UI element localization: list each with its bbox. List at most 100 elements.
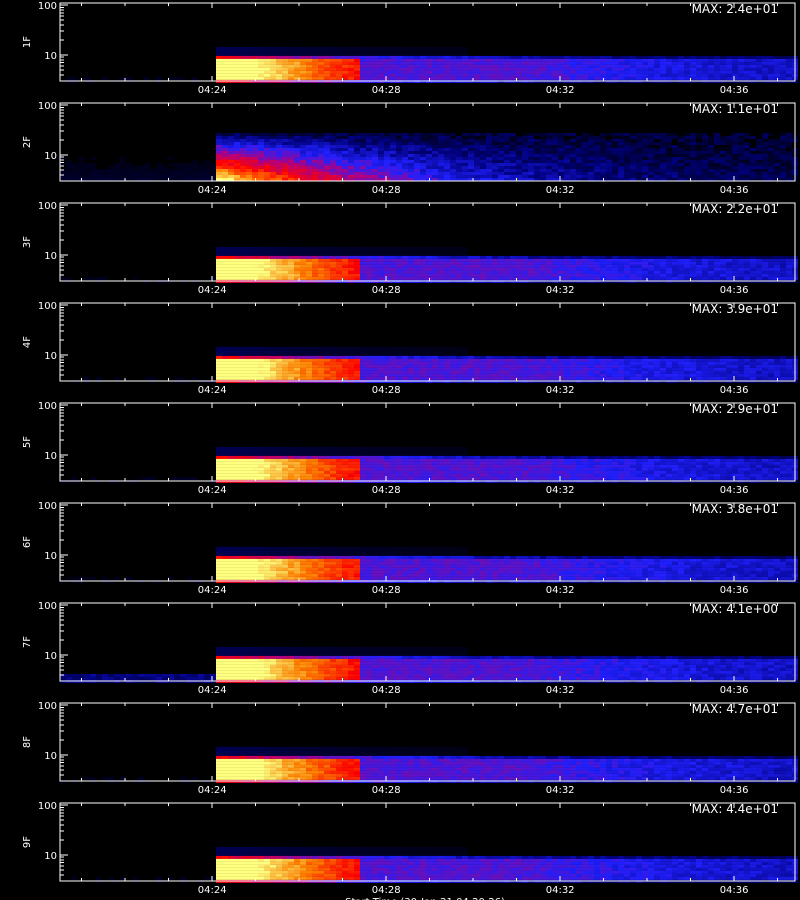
heatmap-cell — [498, 142, 504, 145]
heatmap-cell — [318, 252, 324, 256]
heatmap-cell — [360, 264, 366, 268]
heatmap-cell — [282, 73, 288, 77]
heatmap-cell — [636, 364, 642, 368]
heatmap-cell — [768, 151, 774, 154]
heatmap-cell — [684, 273, 690, 277]
heatmap-cell — [558, 145, 564, 148]
heatmap-cell — [486, 175, 492, 178]
heatmap-cell — [702, 258, 708, 262]
heatmap-cell — [468, 139, 474, 142]
heatmap-cell — [786, 373, 792, 377]
heatmap-cell — [270, 148, 276, 151]
heatmap-cell — [630, 154, 636, 157]
heatmap-cell — [342, 376, 348, 380]
heatmap-cell — [540, 67, 546, 71]
heatmap-cell — [456, 64, 462, 68]
heatmap-cell — [384, 246, 390, 250]
heatmap-cell — [768, 270, 774, 274]
heatmap-cell — [84, 276, 90, 280]
heatmap-cell — [156, 163, 162, 166]
heatmap-cell — [612, 255, 618, 259]
heatmap-cell — [456, 264, 462, 268]
heatmap-cell — [324, 361, 330, 365]
heatmap-cell — [510, 160, 516, 163]
heatmap-cell — [258, 67, 264, 71]
heatmap-cell — [396, 157, 402, 160]
heatmap-cell — [786, 139, 792, 142]
heatmap-cell — [372, 246, 378, 250]
heatmap-cell — [702, 154, 708, 157]
heatmap-cell — [264, 373, 270, 377]
heatmap-cell — [90, 166, 96, 169]
heatmap-cell — [270, 133, 276, 136]
heatmap-cell — [228, 166, 234, 169]
heatmap-cell — [276, 172, 282, 175]
heatmap-cell — [342, 169, 348, 172]
heatmap-cell — [300, 246, 306, 250]
heatmap-cell — [348, 157, 354, 160]
heatmap-cell — [528, 76, 534, 80]
heatmap-cell — [612, 139, 618, 142]
heatmap-cell — [570, 76, 576, 80]
heatmap-cell — [354, 352, 360, 356]
heatmap-cell — [306, 258, 312, 262]
heatmap-cell — [558, 163, 564, 166]
heatmap-cell — [618, 157, 624, 160]
heatmap-cell — [390, 145, 396, 148]
heatmap-cell — [450, 49, 456, 53]
heatmap-cell — [258, 273, 264, 277]
heatmap-cell — [216, 446, 222, 450]
heatmap-cell — [618, 373, 624, 377]
heatmap-cell — [534, 151, 540, 154]
heatmap-cell — [504, 175, 510, 178]
heatmap-cell — [714, 169, 720, 172]
heatmap-cell — [240, 175, 246, 178]
heatmap-cell — [408, 61, 414, 65]
heatmap-cell — [552, 255, 558, 259]
heatmap-cell — [402, 46, 408, 50]
heatmap-cell — [342, 133, 348, 136]
heatmap-cell — [366, 346, 372, 350]
heatmap-cell — [60, 172, 66, 175]
heatmap-cell — [642, 169, 648, 172]
heatmap-cell — [708, 163, 714, 166]
heatmap-cell — [318, 67, 324, 71]
heatmap-cell — [270, 252, 276, 256]
heatmap-cell — [612, 261, 618, 265]
heatmap-cell — [720, 139, 726, 142]
heatmap-cell — [360, 267, 366, 271]
heatmap-cell — [504, 160, 510, 163]
heatmap-cell — [252, 178, 258, 181]
heatmap-cell — [744, 142, 750, 145]
heatmap-cell — [786, 145, 792, 148]
heatmap-cell — [90, 172, 96, 175]
heatmap-cell — [738, 355, 744, 359]
heatmap-cell — [348, 160, 354, 163]
heatmap-cell — [348, 361, 354, 365]
heatmap-cell — [312, 358, 318, 362]
heatmap-cell — [456, 273, 462, 277]
heatmap-cell — [426, 148, 432, 151]
heatmap-cell — [402, 376, 408, 380]
heatmap-cell — [660, 364, 666, 368]
heatmap-cell — [468, 178, 474, 181]
heatmap-cell — [480, 261, 486, 265]
heatmap-cell — [90, 175, 96, 178]
heatmap-cell — [222, 346, 228, 350]
heatmap-cell — [312, 346, 318, 350]
heatmap-cell — [750, 76, 756, 80]
heatmap-cell — [240, 58, 246, 62]
heatmap-cell — [426, 364, 432, 368]
x-tick-label: 04:32 — [546, 385, 575, 396]
heatmap-cell — [720, 355, 726, 359]
heatmap-cell — [486, 261, 492, 265]
heatmap-cell — [462, 246, 468, 250]
heatmap-cell — [504, 61, 510, 65]
heatmap-cell — [768, 261, 774, 265]
heatmap-cell — [774, 70, 780, 74]
heatmap-cell — [306, 142, 312, 145]
heatmap-cell — [324, 270, 330, 274]
heatmap-cell — [228, 169, 234, 172]
heatmap-cell — [390, 376, 396, 380]
y-tick-label: 100 — [38, 301, 57, 312]
